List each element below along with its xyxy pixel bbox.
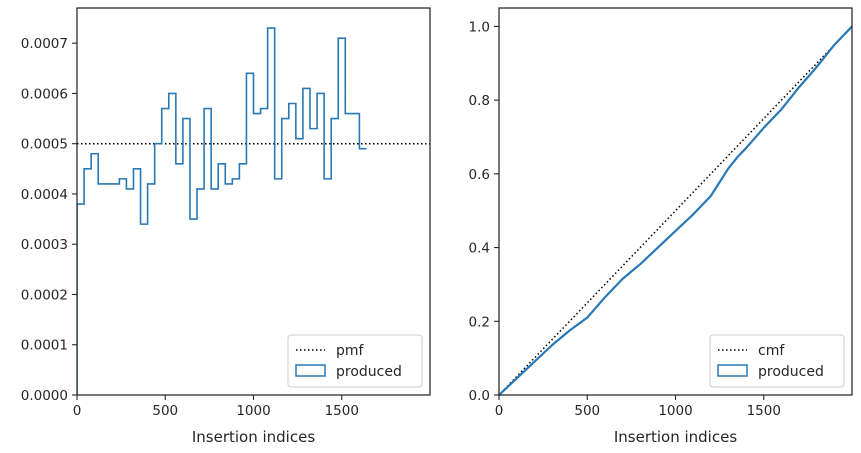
y-tick-label: 1.0 <box>469 19 490 35</box>
y-tick-label: 0.0 <box>469 388 490 404</box>
pmf-histogram-frame <box>76 7 431 396</box>
cmf-ticks: 0 500 1000 1500 0.0 0.2 0.4 0.6 0.8 1.0 <box>469 19 781 419</box>
cmf-marks <box>498 25 853 396</box>
y-tick-label: 0.4 <box>469 241 490 257</box>
legend-cmf-label: cmf <box>758 343 785 359</box>
x-tick-label: 0 <box>495 403 504 419</box>
cmf-legend: cmf produced <box>709 334 845 388</box>
y-tick-label: 0.0000 <box>21 388 68 404</box>
y-tick-label: 0.0002 <box>21 287 68 303</box>
pmf-histogram-panel: 0 500 1000 1500 0.0000 0.0001 0.0002 0.0003 0.00… <box>21 7 431 446</box>
cmf-x-axis-label: Insertion indices <box>614 428 737 446</box>
cmf-panel: 0 500 1000 1500 0.0 0.2 0.4 0.6 0.8 1.0 Insertion… <box>469 7 853 446</box>
x-tick-label: 1000 <box>236 403 270 419</box>
produced-cumulative-series <box>498 25 853 396</box>
legend-produced-label: produced <box>758 364 824 380</box>
x-tick-label: 0 <box>73 403 82 419</box>
y-tick-label: 0.0003 <box>21 237 68 253</box>
y-tick-label: 0.0004 <box>21 187 68 203</box>
legend-produced-swatch <box>295 364 326 377</box>
y-tick-label: 0.6 <box>469 167 490 183</box>
pmf-histogram-ticks: 0 500 1000 1500 0.0000 0.0001 0.0002 0.0003 0.00… <box>21 36 359 419</box>
legend-pmf-label: pmf <box>336 343 365 359</box>
x-tick-label: 1000 <box>658 403 692 419</box>
y-tick-label: 0.0007 <box>21 36 68 52</box>
legend-produced-swatch <box>717 364 748 377</box>
x-tick-label: 500 <box>152 403 178 419</box>
cmf-reference-line <box>498 25 853 396</box>
cmf-legend-box <box>709 334 845 388</box>
y-tick-label: 0.0006 <box>21 86 68 102</box>
pmf-histogram-legend: pmf produced <box>287 334 423 388</box>
x-tick-label: 500 <box>574 403 600 419</box>
produced-histogram-series <box>77 27 367 395</box>
pmf-histogram-x-axis-label: Insertion indices <box>192 428 315 446</box>
x-tick-label: 1500 <box>747 403 781 419</box>
legend-produced-label: produced <box>336 364 402 380</box>
y-tick-label: 0.8 <box>469 93 490 109</box>
cmf-frame <box>498 7 853 396</box>
y-tick-label: 0.0005 <box>21 137 68 153</box>
pmf-histogram-marks <box>77 27 430 395</box>
pmf-histogram-legend-box <box>287 334 423 388</box>
x-tick-label: 1500 <box>325 403 359 419</box>
y-tick-label: 0.0001 <box>21 338 68 354</box>
y-tick-label: 0.2 <box>469 314 490 330</box>
